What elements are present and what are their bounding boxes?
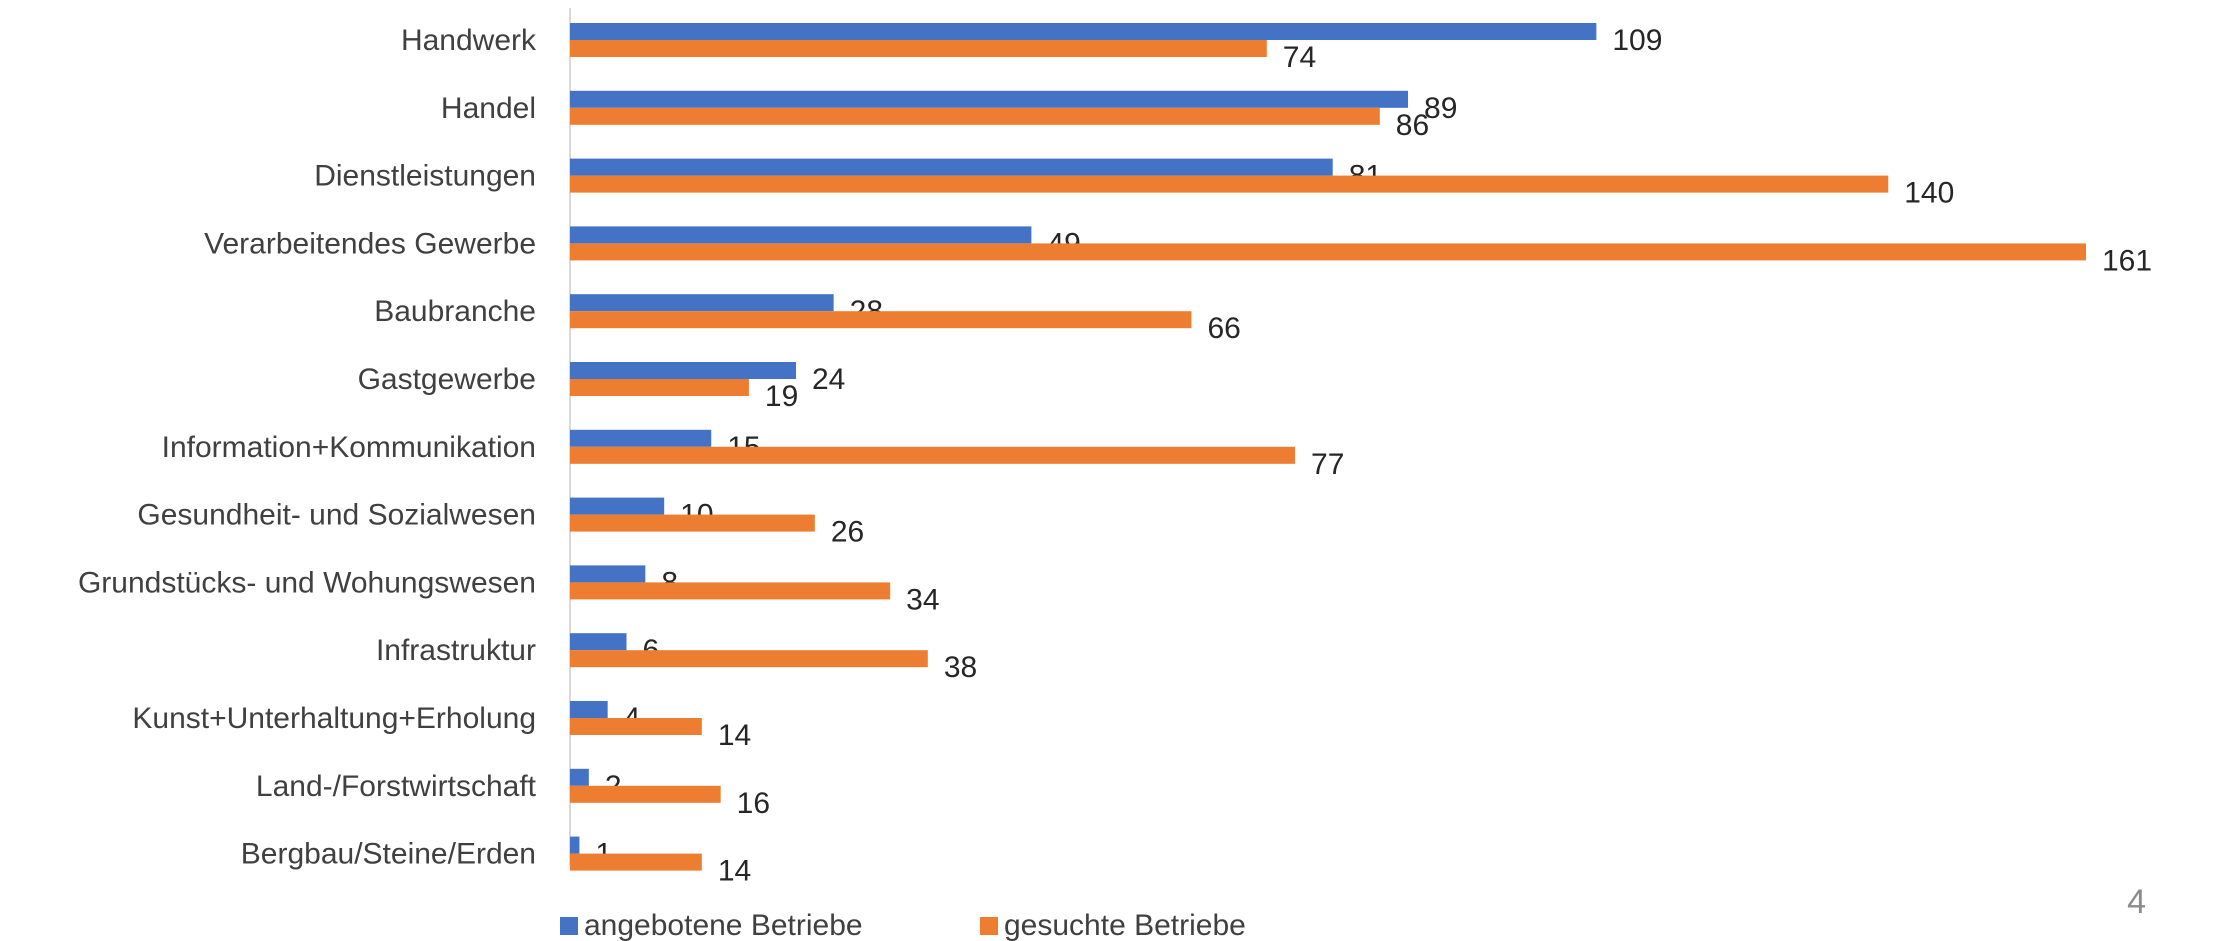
category-label: Bergbau/Steine/Erden (241, 838, 536, 871)
category-label: Infrastruktur (376, 634, 536, 667)
bar (570, 158, 1333, 176)
data-label: 77 (1311, 448, 1344, 481)
bar (570, 514, 815, 532)
category-label: Kunst+Unterhaltung+Erholung (132, 702, 536, 735)
data-label: 26 (831, 516, 864, 549)
bar (570, 362, 796, 379)
bar (570, 446, 1296, 464)
bar (570, 379, 749, 396)
data-label: 86 (1396, 109, 1429, 142)
bar (570, 565, 646, 583)
bar (570, 294, 834, 312)
data-label: 14 (718, 719, 751, 752)
bar (570, 701, 608, 718)
data-label: 24 (812, 363, 845, 396)
data-label: 89 (1424, 92, 1457, 125)
legend-swatch (980, 917, 998, 935)
bar (570, 650, 928, 668)
bar (570, 90, 1409, 108)
bar (570, 853, 702, 871)
data-label: 19 (765, 380, 798, 413)
category-label: Baubranche (374, 295, 536, 328)
category-label: Verarbeitendes Gewerbe (204, 227, 536, 260)
data-label: 16 (737, 787, 770, 820)
plot-area: Handwerk10974Handel8986Dienstleistungen8… (78, 8, 2152, 888)
legend-swatch (560, 917, 578, 935)
legend: angebotene Betriebe gesuchte Betriebe (560, 909, 1246, 941)
data-label: 161 (2102, 244, 2152, 277)
bar (570, 429, 712, 447)
legend-label: angebotene Betriebe (584, 909, 863, 941)
bar (570, 718, 702, 735)
data-label: 66 (1207, 312, 1240, 345)
category-label: Gesundheit- und Sozialwesen (137, 499, 536, 532)
category-label: Land-/Forstwirtschaft (256, 770, 537, 803)
bar (570, 226, 1032, 244)
bar (570, 497, 665, 515)
bar (570, 582, 891, 600)
bar (570, 40, 1267, 57)
page-number: 4 (2127, 883, 2146, 921)
category-label: Handel (441, 92, 536, 125)
category-label: Information+Kommunikation (162, 431, 536, 464)
category-label: Gastgewerbe (358, 363, 536, 396)
bar (570, 633, 627, 651)
legend-label: gesuchte Betriebe (1004, 909, 1246, 941)
category-label: Handwerk (401, 24, 537, 57)
bar (570, 768, 589, 786)
data-label: 34 (906, 583, 939, 616)
bar (570, 785, 721, 803)
data-label: 140 (1904, 177, 1954, 210)
category-label: Grundstücks- und Wohungswesen (78, 566, 536, 599)
data-label: 74 (1283, 41, 1316, 74)
data-label: 109 (1612, 24, 1662, 57)
data-label: 38 (944, 651, 977, 684)
bar (570, 311, 1192, 329)
bar (570, 107, 1380, 125)
bar (570, 243, 2086, 261)
category-label: Dienstleistungen (314, 160, 536, 193)
bar (570, 23, 1597, 40)
bar (570, 836, 580, 854)
bar (570, 175, 1889, 193)
data-label: 14 (718, 855, 751, 888)
